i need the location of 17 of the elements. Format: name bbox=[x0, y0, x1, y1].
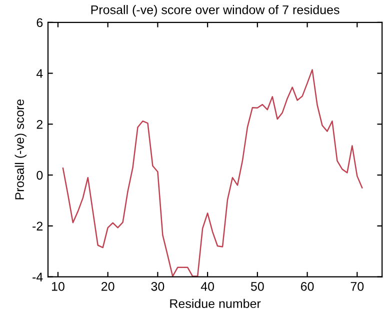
x-tick-label: 40 bbox=[200, 282, 214, 291]
y-tick-label: 0 bbox=[36, 170, 43, 180]
y-tick-label: 2 bbox=[36, 120, 43, 129]
y-tick-label: 6 bbox=[36, 18, 43, 28]
x-tick-label: 60 bbox=[300, 282, 314, 291]
x-tick-label: 50 bbox=[250, 282, 264, 291]
y-axis-title: Prosall (-ve) score bbox=[14, 99, 26, 200]
x-tick-label: 30 bbox=[151, 282, 164, 291]
chart-title: Prosall (-ve) score over window of 7 residues bbox=[91, 5, 340, 17]
x-axis-title: Residue number bbox=[170, 298, 261, 308]
y-tick-label: 4 bbox=[36, 69, 43, 78]
x-tick-label: 70 bbox=[350, 282, 364, 291]
line-series bbox=[62, 69, 363, 277]
x-tick-label: 20 bbox=[102, 282, 114, 291]
x-tick-label: 10 bbox=[52, 282, 64, 291]
y-tick-label: -4 bbox=[32, 272, 43, 282]
y-tick-label: -2 bbox=[32, 222, 43, 230]
